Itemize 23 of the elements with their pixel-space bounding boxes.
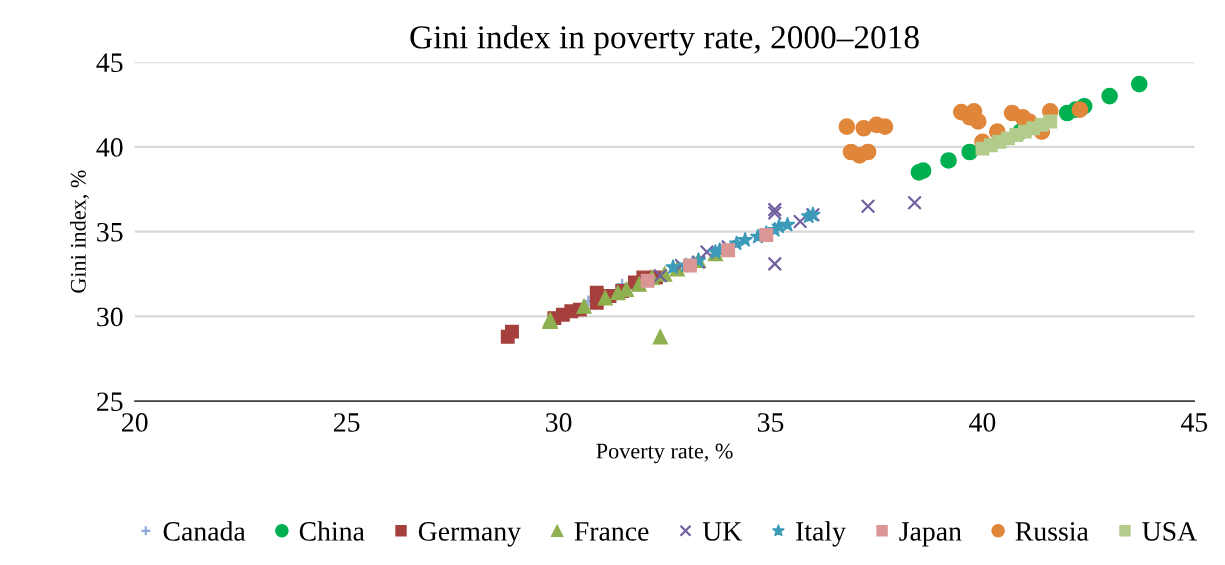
x-tick-label: 25 bbox=[334, 413, 360, 432]
legend-label: Italy bbox=[796, 521, 846, 547]
y-axis-title: Gini index, % bbox=[70, 170, 89, 293]
x-tick-label: 30 bbox=[546, 413, 572, 432]
x-tick-label: 45 bbox=[1181, 413, 1208, 432]
y-tick-label: 35 bbox=[97, 222, 123, 242]
chart-title: Gini index in poverty rate, 2000–2018 bbox=[410, 25, 919, 56]
legend-label: China bbox=[299, 521, 365, 541]
y-tick-label: 40 bbox=[96, 138, 123, 157]
legend-label: USA bbox=[1142, 522, 1198, 541]
legend-label: Russia bbox=[1015, 522, 1089, 541]
legend-label: France bbox=[574, 522, 649, 541]
x-tick-label: 35 bbox=[757, 413, 784, 432]
x-tick-label: 40 bbox=[969, 413, 996, 432]
legend-label: Germany bbox=[418, 522, 521, 547]
legend-label: Canada bbox=[163, 521, 246, 541]
y-tick-label: 45 bbox=[96, 53, 123, 73]
x-tick-label: 20 bbox=[122, 413, 148, 432]
legend-label: Japan bbox=[899, 522, 962, 547]
y-tick-label: 30 bbox=[97, 307, 123, 327]
y-tick-label: 25 bbox=[97, 392, 123, 412]
legend-label: UK bbox=[702, 522, 742, 541]
x-axis-title: Poverty rate, % bbox=[596, 443, 733, 464]
